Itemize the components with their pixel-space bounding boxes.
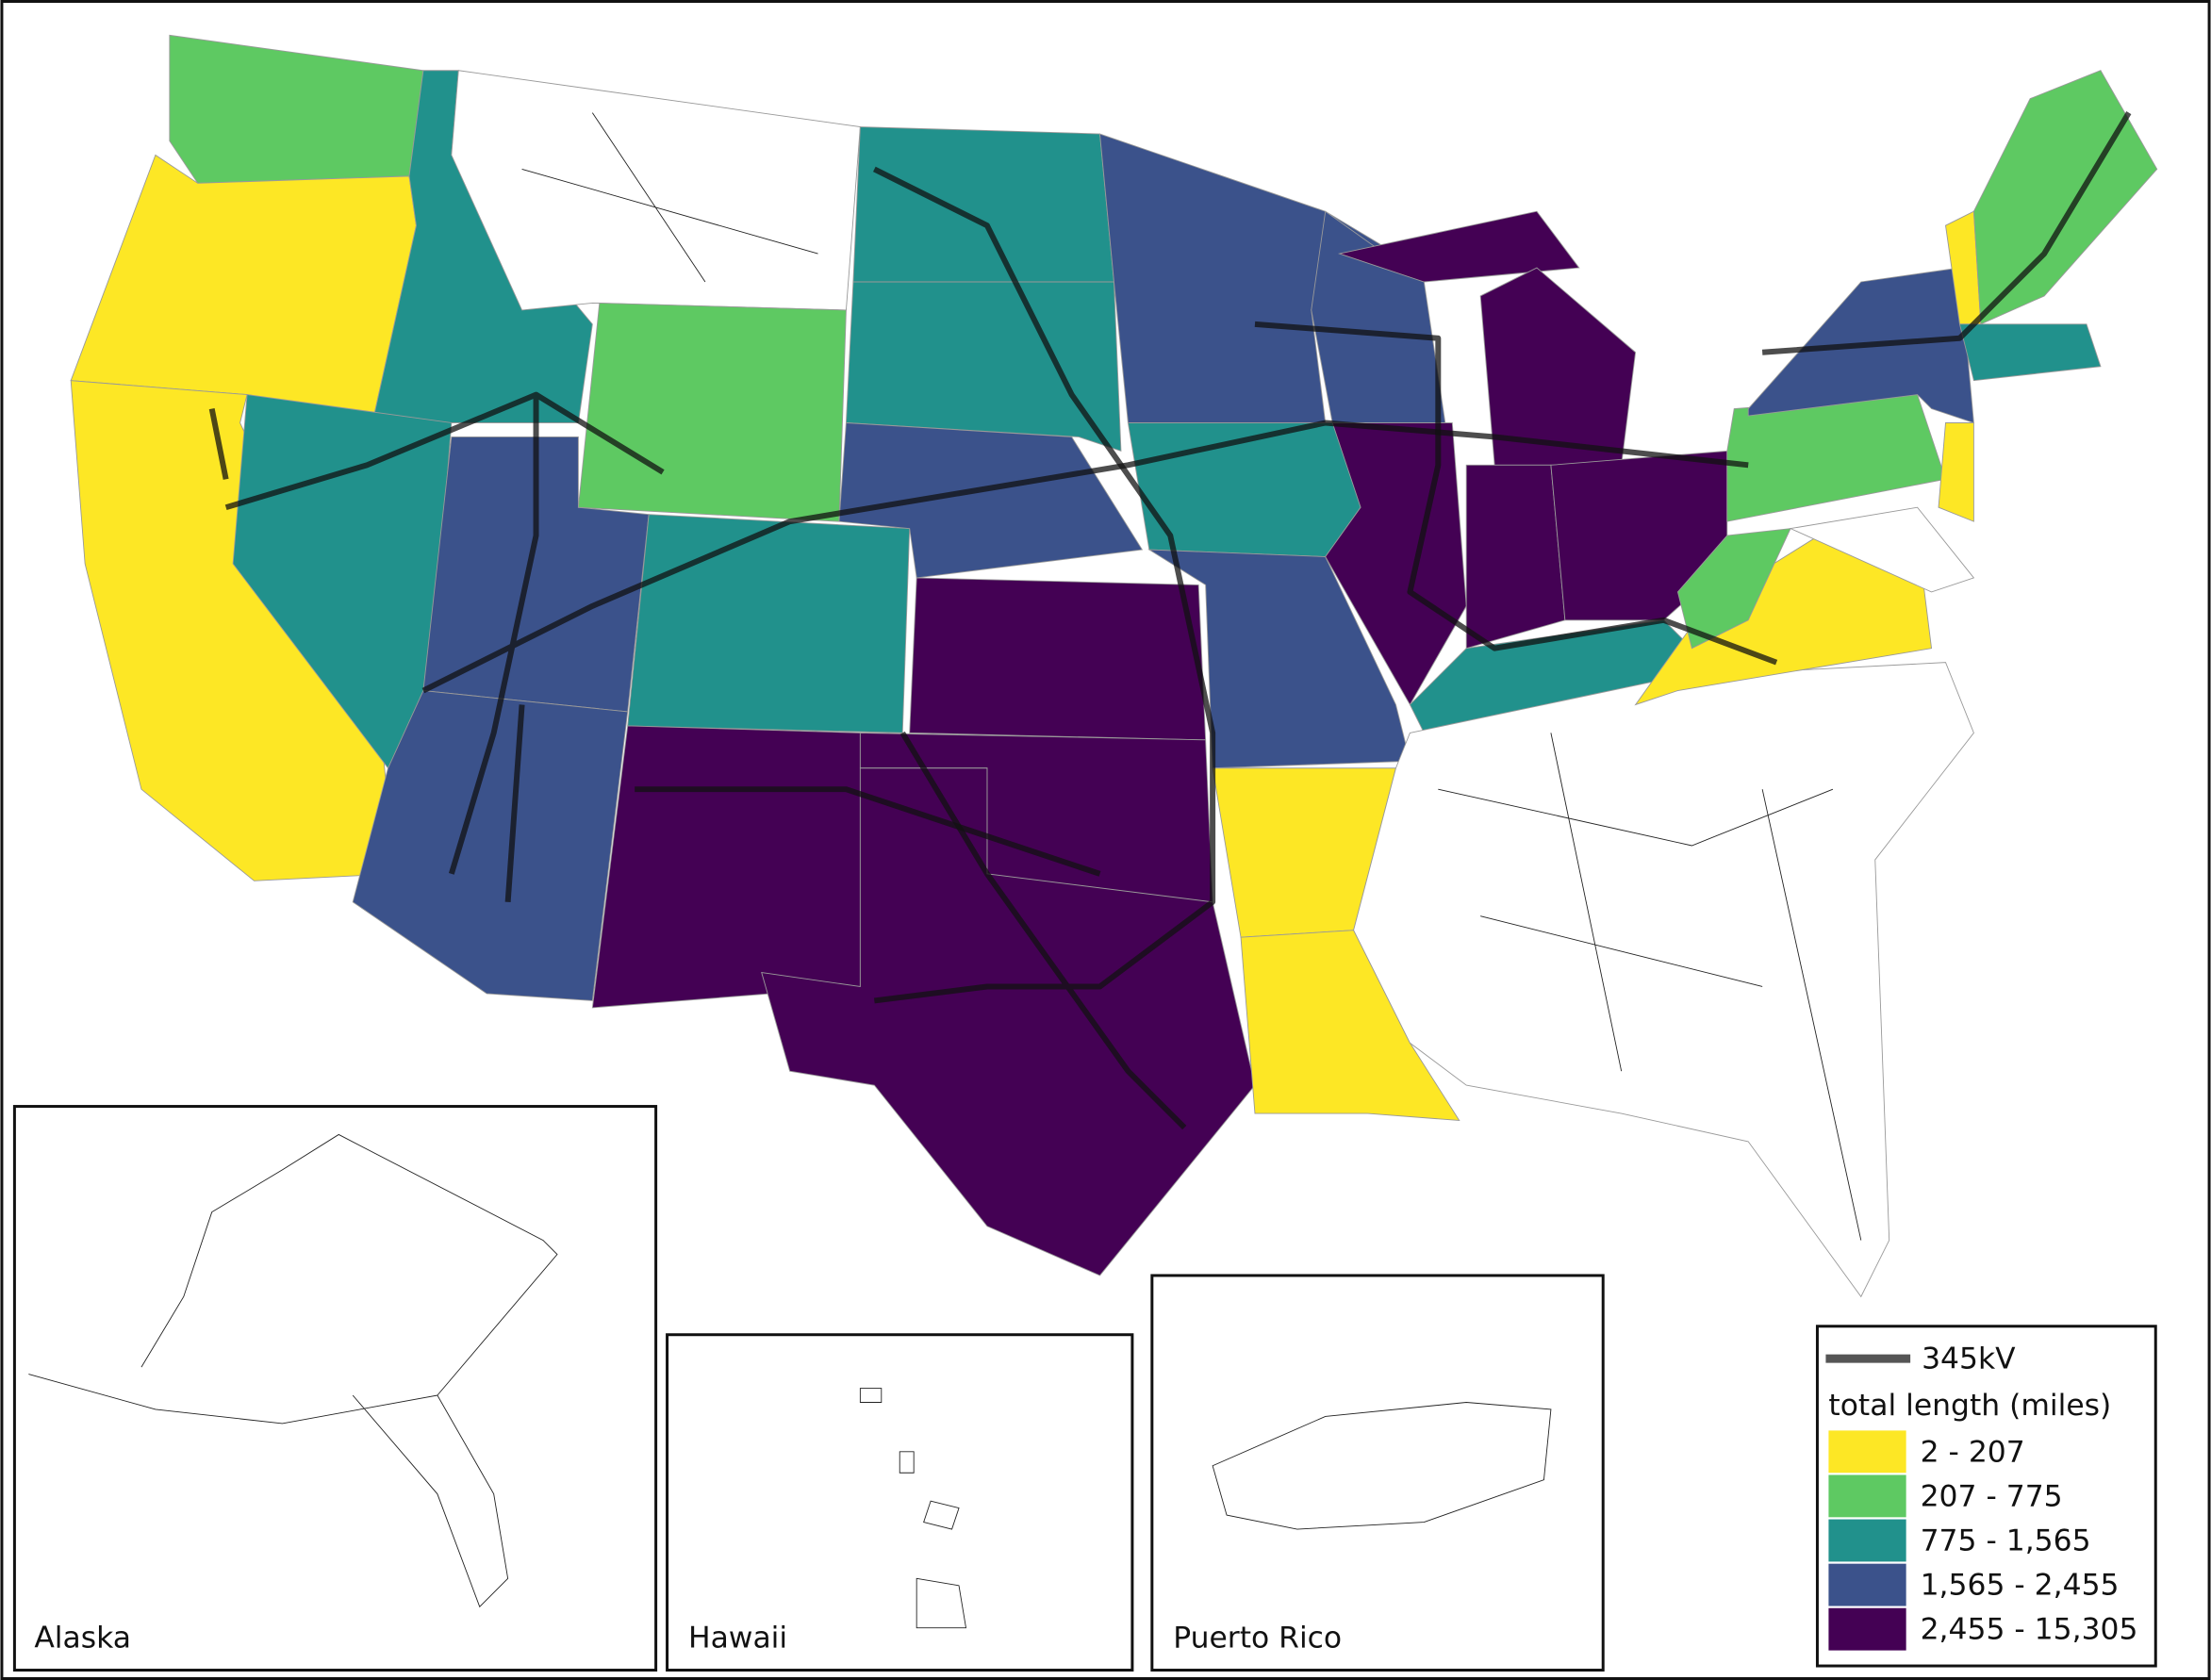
legend-label: 2,455 - 15,305 — [1921, 1613, 2138, 1647]
state — [352, 690, 629, 1001]
state — [1726, 394, 1947, 522]
state — [909, 577, 1207, 741]
state — [1337, 210, 1580, 283]
legend-swatch — [1828, 1430, 1906, 1474]
state — [1676, 528, 1791, 650]
legend-swatch — [1828, 1563, 1906, 1606]
transmission-lines — [208, 111, 2132, 1130]
state — [1353, 662, 1974, 1298]
inset-frame — [1150, 1274, 1605, 1672]
state — [1789, 506, 1975, 593]
inset-label: Alaska — [34, 1622, 131, 1655]
inset-frame — [12, 1105, 658, 1672]
state — [1958, 323, 2102, 382]
legend-swatch — [1828, 1607, 1906, 1651]
alaska-outline — [28, 1133, 558, 1608]
state — [761, 767, 1256, 1276]
state — [1465, 464, 1566, 650]
state — [1938, 422, 1974, 522]
state — [852, 126, 1114, 283]
legend-label: 2 - 207 — [1921, 1435, 2025, 1469]
legend-title: total length (miles) — [1828, 1389, 2111, 1423]
inset-label: Puerto Rico — [1173, 1622, 1342, 1655]
legend-label: 207 - 775 — [1921, 1479, 2063, 1513]
legend-label: 775 - 1,565 — [1921, 1524, 2091, 1557]
state — [577, 302, 847, 522]
states — [70, 34, 2158, 1298]
legend-swatch — [1828, 1474, 1906, 1518]
inset-frame — [666, 1333, 1134, 1672]
legend-line-label: 345kV — [1922, 1342, 2016, 1376]
puerto-rico-outline — [1212, 1402, 1552, 1530]
inset-label: Hawaii — [688, 1622, 787, 1655]
state — [845, 281, 1122, 453]
distribution-lines — [521, 112, 1862, 1241]
state — [1099, 133, 1397, 423]
state — [627, 514, 911, 733]
state — [591, 725, 861, 1009]
legend: 345kV total length (miles) 2 - 207 207 - … — [1815, 1325, 2157, 1668]
hawaii-outline — [859, 1388, 967, 1629]
legend-label: 1,565 - 2,455 — [1921, 1569, 2120, 1603]
legend-swatch — [1828, 1519, 1906, 1562]
